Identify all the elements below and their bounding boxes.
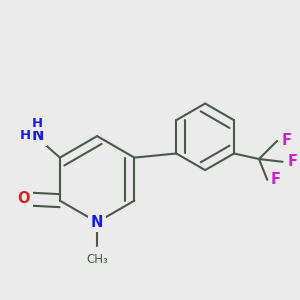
Text: F: F [282,133,292,148]
Text: N: N [91,215,103,230]
Text: O: O [18,191,30,206]
Text: N: N [32,128,44,143]
Text: H: H [20,129,31,142]
Text: F: F [271,172,281,187]
Text: F: F [288,154,298,169]
Text: H: H [32,117,43,130]
Text: CH₃: CH₃ [86,253,108,266]
